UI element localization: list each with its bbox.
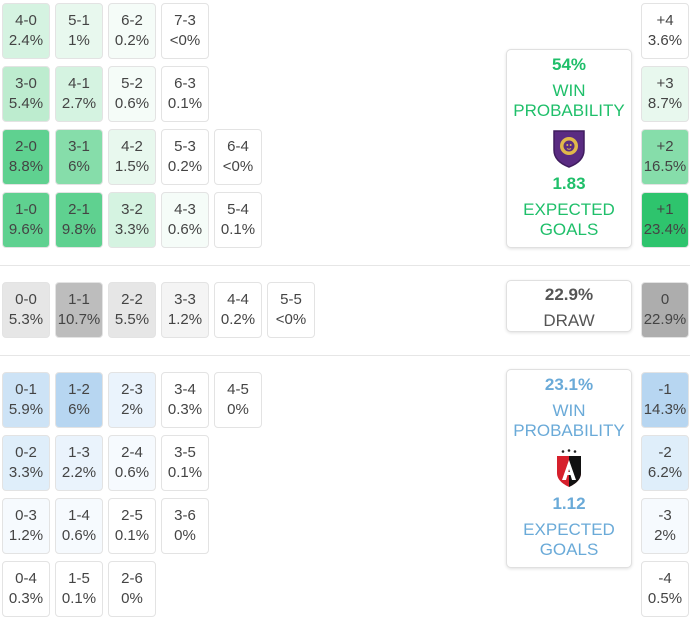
- atlas-crest-icon: [557, 449, 581, 487]
- scoreline-cell: 3-4 0.3%: [161, 372, 209, 428]
- away-win-probability: 23.1%: [544, 375, 594, 394]
- goal-margin-cell: +4 3.6%: [641, 3, 689, 59]
- scoreline-cell: 1-4 0.6%: [55, 498, 103, 554]
- away-win-label-line2: PROBABILITY: [513, 421, 625, 440]
- scoreline-cell: 0-1 5.9%: [2, 372, 50, 428]
- scoreline-cell: 6-4 <0%: [214, 129, 262, 185]
- home-win-probability: 54%: [551, 55, 587, 74]
- away-summary-card: 23.1% WIN PROBABILITY 1.12 EXPECTED GOAL…: [506, 369, 632, 568]
- scoreline-cell: 2-3 2%: [108, 372, 156, 428]
- scoreline-cell: 3-1 6%: [55, 129, 103, 185]
- scoreline-cell: 3-3 1.2%: [161, 282, 209, 338]
- draw-probability: 22.9%: [544, 285, 594, 304]
- home-summary-card: 54% WIN PROBABILITY 1.83 EXPECTED GOALS: [506, 49, 632, 248]
- scoreline-cell: 0-2 3.3%: [2, 435, 50, 491]
- goal-margin-cell: -4 0.5%: [641, 561, 689, 617]
- scoreline-cell: 3-2 3.3%: [108, 192, 156, 248]
- goal-margin-cell: -1 14.3%: [641, 372, 689, 428]
- scoreline-cell: 4-0 2.4%: [2, 3, 50, 59]
- scoreline-cell: 1-1 10.7%: [55, 282, 103, 338]
- scoreline-cell: 2-1 9.8%: [55, 192, 103, 248]
- scoreline-cell: 5-2 0.6%: [108, 66, 156, 122]
- draw-summary-card: 22.9% DRAW: [506, 280, 632, 332]
- scoreline-cell: 1-2 6%: [55, 372, 103, 428]
- home-win-label-line1: WIN: [552, 81, 586, 100]
- home-xg-label-line1: EXPECTED: [523, 200, 615, 219]
- scoreline-cell: 3-6 0%: [161, 498, 209, 554]
- home-expected-goals: 1.83: [552, 174, 586, 193]
- goal-margin-cell: 0 22.9%: [641, 282, 689, 338]
- scoreline-cell: 6-3 0.1%: [161, 66, 209, 122]
- scoreline-cell: 5-1 1%: [55, 3, 103, 59]
- away-xg-label-line1: EXPECTED: [523, 520, 615, 539]
- goal-margin-cell: -3 2%: [641, 498, 689, 554]
- scoreline-cell: 4-2 1.5%: [108, 129, 156, 185]
- goal-margin-cell: -2 6.2%: [641, 435, 689, 491]
- away-win-label-line1: WIN: [552, 401, 586, 420]
- goal-margin-cell: +2 16.5%: [641, 129, 689, 185]
- goal-margin-cell: +3 8.7%: [641, 66, 689, 122]
- scoreline-cell: 0-0 5.3%: [2, 282, 50, 338]
- scoreline-cell: 4-5 0%: [214, 372, 262, 428]
- scoreline-cell: 2-0 8.8%: [2, 129, 50, 185]
- scoreline-cell: 4-4 0.2%: [214, 282, 262, 338]
- scoreline-cell: 5-5 <0%: [267, 282, 315, 338]
- scoreline-cell: 4-1 2.7%: [55, 66, 103, 122]
- section-divider: [0, 265, 690, 266]
- scoreline-cell: 0-3 1.2%: [2, 498, 50, 554]
- scoreline-cell: 5-3 0.2%: [161, 129, 209, 185]
- scoreline-cell: 2-5 0.1%: [108, 498, 156, 554]
- scoreline-cell: 3-5 0.1%: [161, 435, 209, 491]
- section-divider: [0, 355, 690, 356]
- orlando-city-crest-icon: [553, 130, 585, 168]
- scoreline-cell: 1-0 9.6%: [2, 192, 50, 248]
- away-xg-label-line2: GOALS: [539, 540, 599, 559]
- scoreline-cell: 0-4 0.3%: [2, 561, 50, 617]
- scoreline-cell: 1-3 2.2%: [55, 435, 103, 491]
- scoreline-cell: 3-0 5.4%: [2, 66, 50, 122]
- scoreline-cell: 2-2 5.5%: [108, 282, 156, 338]
- scoreline-cell: 5-4 0.1%: [214, 192, 262, 248]
- scoreline-cell: 7-3 <0%: [161, 3, 209, 59]
- scoreline-cell: 2-4 0.6%: [108, 435, 156, 491]
- scoreline-cell: 1-5 0.1%: [55, 561, 103, 617]
- scoreline-cell: 6-2 0.2%: [108, 3, 156, 59]
- home-xg-label-line2: GOALS: [539, 220, 599, 239]
- draw-label: DRAW: [543, 311, 595, 330]
- goal-margin-cell: +1 23.4%: [641, 192, 689, 248]
- scoreline-cell: 4-3 0.6%: [161, 192, 209, 248]
- scoreline-cell: 2-6 0%: [108, 561, 156, 617]
- away-expected-goals: 1.12: [552, 494, 586, 513]
- home-win-label-line2: PROBABILITY: [513, 101, 625, 120]
